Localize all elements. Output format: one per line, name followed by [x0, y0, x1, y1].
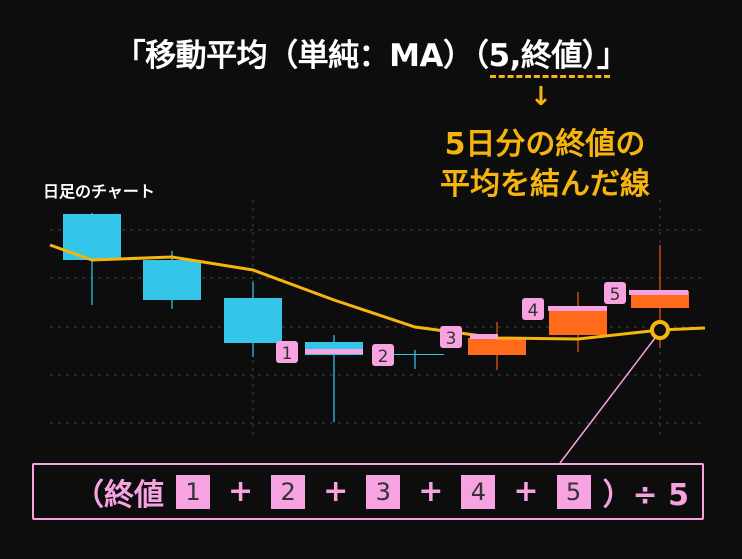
annotation-text: 5日分の終値の 平均を結んだ線	[420, 125, 670, 205]
close-label-number: 4	[528, 301, 539, 321]
close-label-box	[522, 298, 544, 320]
close-marker	[470, 334, 498, 339]
arrow-down-icon: ↓	[530, 82, 552, 112]
candle-body	[224, 298, 282, 343]
close-marker	[548, 306, 607, 311]
close-marker	[305, 349, 363, 354]
formula-term-box: 5	[556, 474, 591, 509]
close-label-box	[604, 282, 626, 304]
formula-term-box: 2	[271, 474, 306, 509]
formula-box: （終値 1 +2 +3 +4 +5 ）÷ 5	[32, 463, 704, 520]
formula-term-box: 1	[176, 474, 210, 509]
close-label-box	[276, 341, 298, 363]
annotation-line-1: 5日分の終値の	[444, 127, 646, 162]
chart-label: 日足のチャート	[43, 182, 155, 201]
candle-body	[468, 338, 526, 355]
close-label-number: 2	[378, 347, 389, 367]
close-label-number: 5	[610, 285, 621, 305]
annotation-line-2: 平均を結んだ線	[440, 167, 650, 202]
plus-sign: +	[323, 474, 349, 509]
close-label-number: 1	[282, 344, 293, 364]
candle-body	[631, 291, 689, 308]
underline-dashes	[490, 75, 610, 78]
formula-term-box: 4	[461, 474, 496, 509]
close-label-box	[372, 344, 394, 366]
ma-point-marker	[650, 320, 670, 340]
close-label-box	[440, 326, 462, 348]
close-marker	[629, 290, 688, 295]
plus-sign: +	[228, 474, 254, 509]
candle-body	[386, 354, 444, 355]
page-title: 「移動平均（単純：MA）（5,終値）」	[114, 38, 628, 74]
formula-term-box: 3	[366, 474, 401, 509]
candle-body	[143, 260, 201, 300]
plus-sign: +	[513, 474, 539, 509]
formula-open: （終値	[74, 477, 164, 513]
formula-close: ）÷ 5	[602, 477, 690, 513]
connector-line	[559, 337, 656, 464]
plus-sign: +	[418, 474, 444, 509]
ma-line	[49, 243, 706, 341]
close-label-number: 3	[446, 329, 457, 349]
candle-body	[549, 308, 607, 335]
